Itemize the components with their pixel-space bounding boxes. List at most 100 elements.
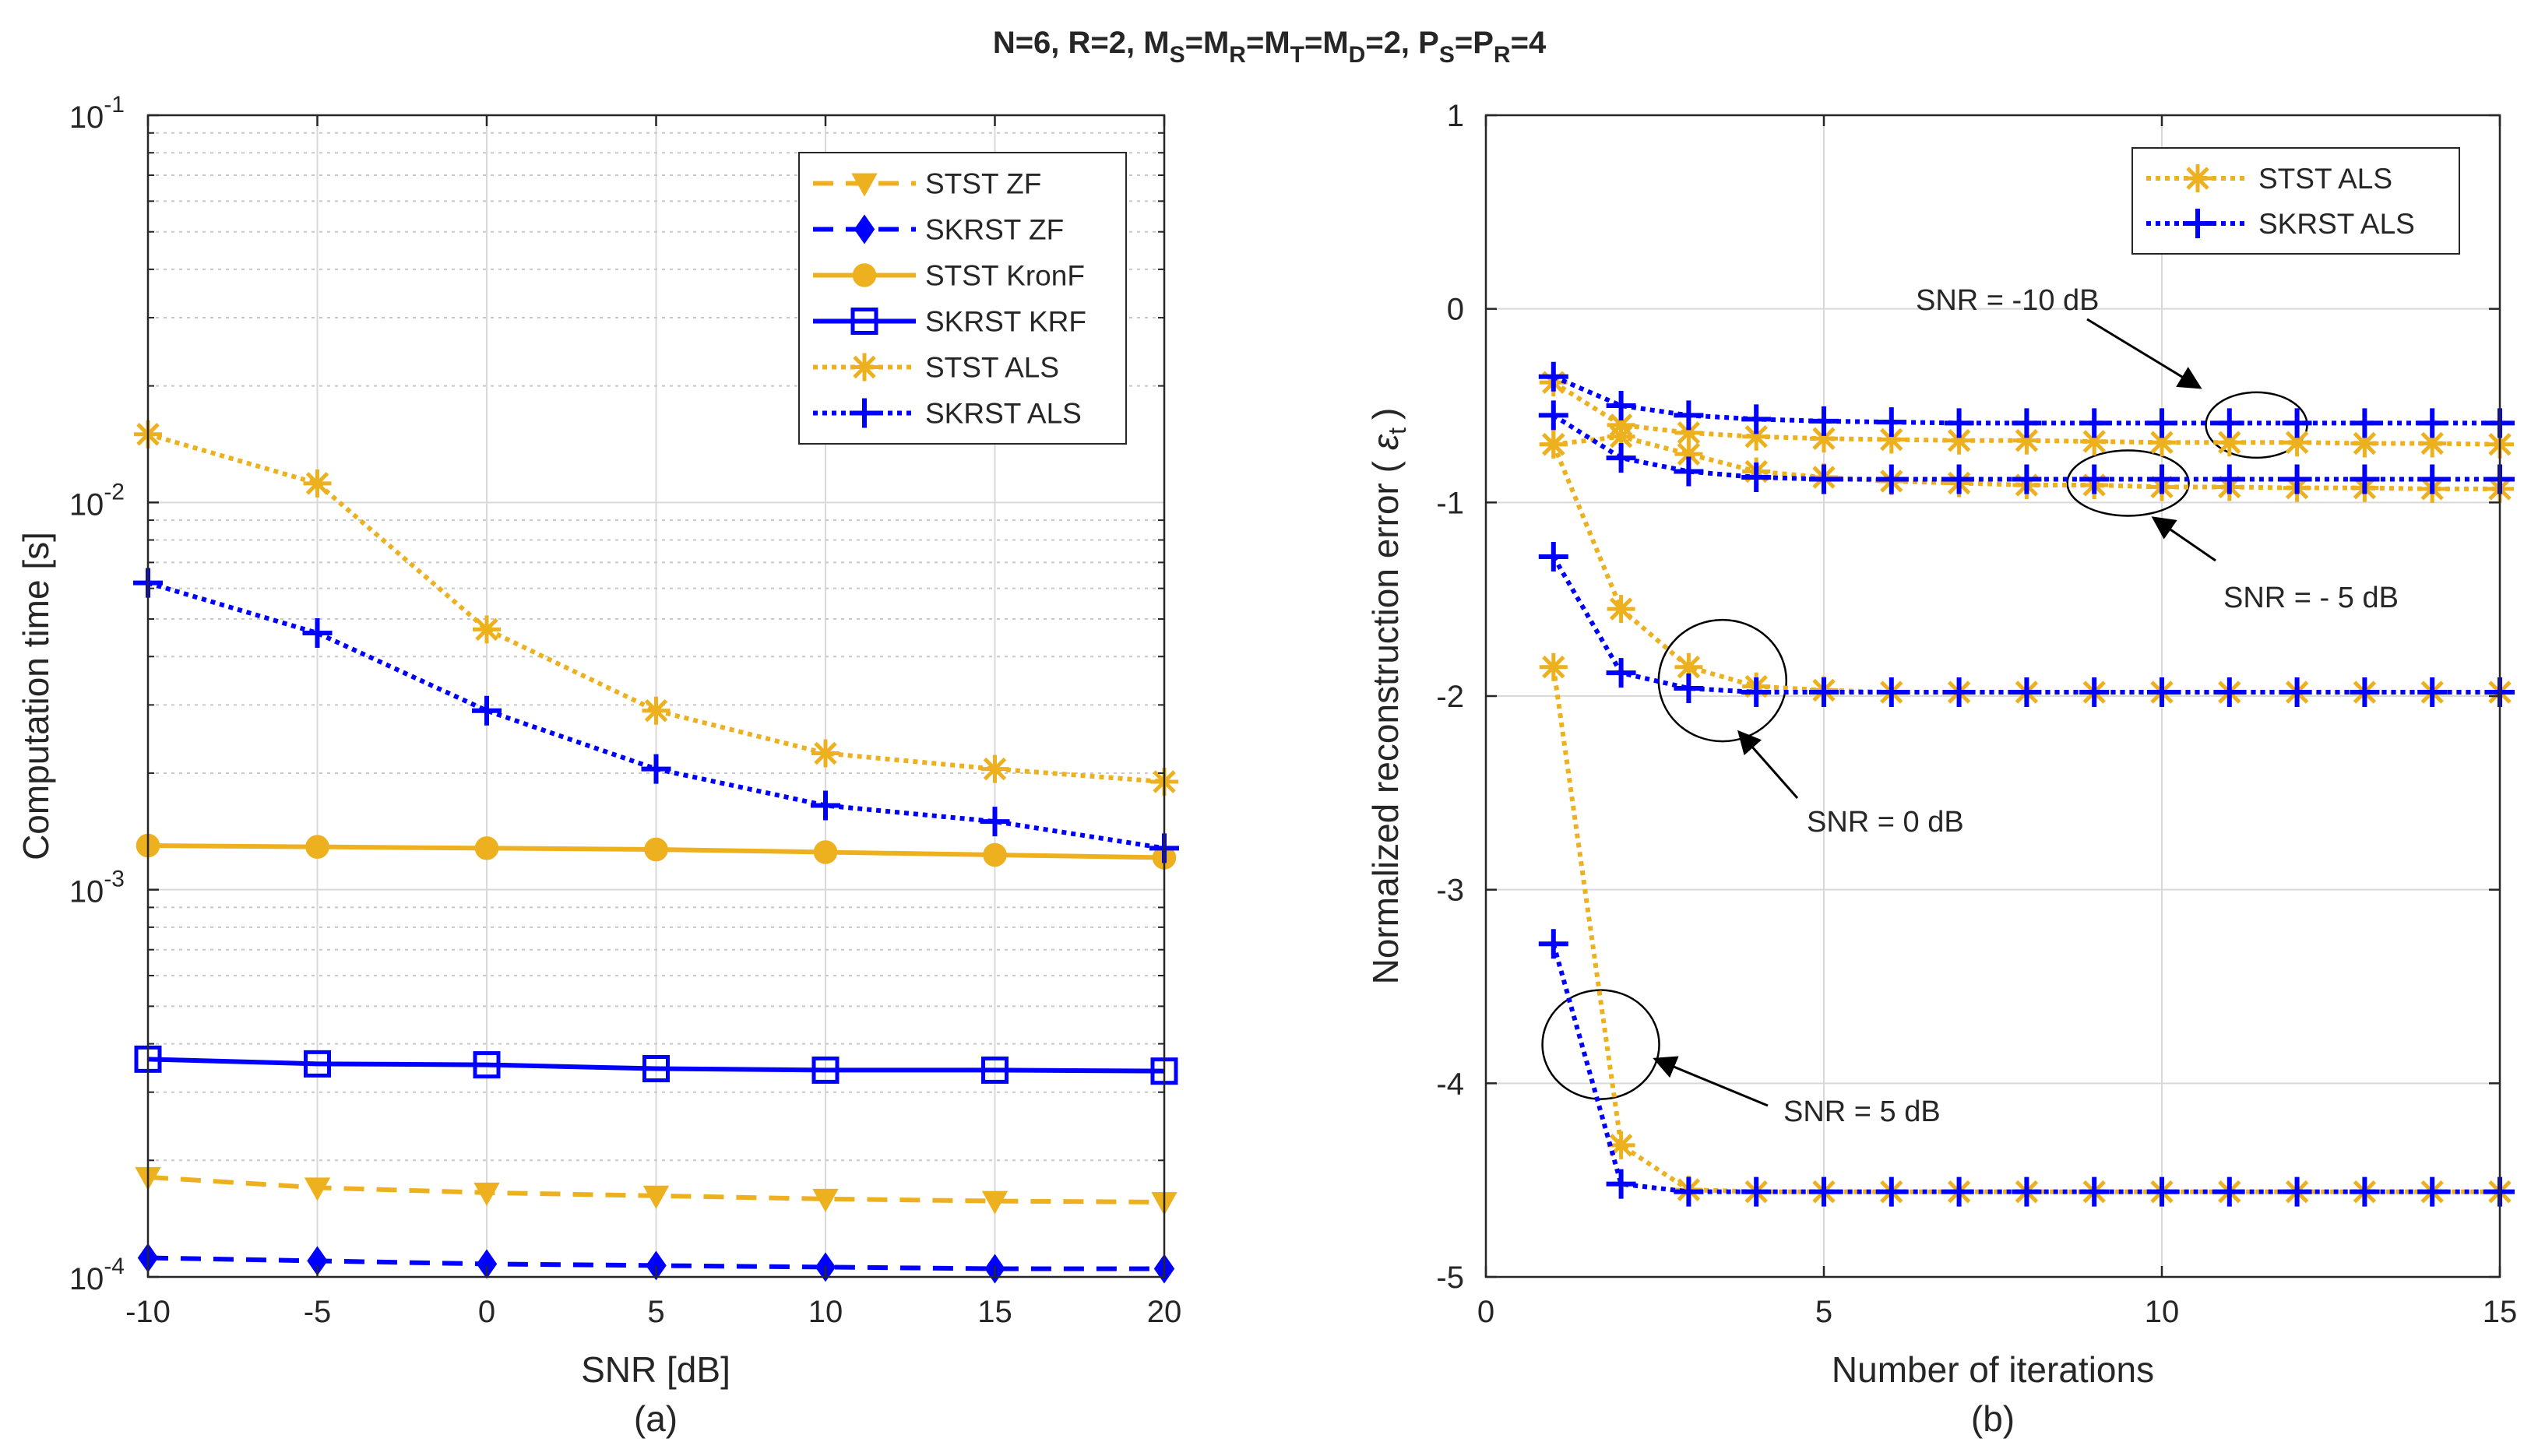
- data-point-shape: [1606, 391, 1636, 420]
- legend-marker: [850, 353, 878, 382]
- data-point-shape: [983, 842, 1007, 867]
- data-point-shape: [473, 1051, 501, 1079]
- data-point-shape: [1538, 541, 1568, 571]
- series-line: [1551, 666, 2500, 1194]
- data-point-shape: [1607, 595, 1635, 624]
- data-point: [981, 1056, 1009, 1084]
- annotation-snr: SNR = - 5 dB: [2066, 449, 2399, 614]
- x-axis-label-a: SNR [dB]: [581, 1349, 730, 1390]
- data-point: [1538, 541, 1568, 571]
- data-point-shape: [1944, 677, 1974, 708]
- data-point: [1607, 422, 1635, 451]
- data-point-shape: [2214, 1176, 2244, 1207]
- series-stst-zf: [135, 1166, 1177, 1216]
- data-point-shape: [1742, 422, 1771, 451]
- data-point-shape: [811, 739, 840, 768]
- series-skrst-als: [1538, 541, 2515, 708]
- data-point: [2283, 428, 2311, 457]
- legend-b: STST ALS SKRST ALS: [2131, 147, 2460, 255]
- data-point: [644, 837, 668, 862]
- data-point-shape: [1606, 443, 1636, 473]
- data-point: [2214, 464, 2244, 494]
- data-point: [642, 696, 671, 725]
- data-point: [2079, 408, 2110, 438]
- data-point-shape: [303, 469, 332, 498]
- series-stst-als: [1539, 652, 2514, 1206]
- y-tick-label: -3: [1436, 874, 1464, 908]
- legend-label: STST ZF: [925, 168, 1041, 200]
- data-point-shape: [1876, 677, 1906, 708]
- data-point: [1674, 440, 1703, 469]
- x-axis-label-b: Number of iterations: [1832, 1349, 2154, 1390]
- data-point-shape: [1809, 1176, 1839, 1207]
- legend-label: STST KronF: [925, 260, 1085, 292]
- data-point: [1674, 456, 1704, 487]
- legend-marker-shape: [850, 308, 878, 335]
- data-point: [1741, 677, 1772, 708]
- data-point-shape: [2417, 1176, 2448, 1207]
- data-point-shape: [2147, 1176, 2177, 1207]
- data-point-shape: [1674, 440, 1703, 469]
- data-point: [2079, 464, 2110, 494]
- grid-a: [148, 115, 1164, 1277]
- data-point-shape: [2012, 408, 2042, 438]
- data-point-shape: [305, 835, 329, 859]
- data-point: [1945, 426, 1973, 455]
- data-point-shape: [1741, 677, 1772, 708]
- annotation-arrow: [1737, 730, 1799, 799]
- data-point-shape: [1876, 464, 1906, 494]
- data-point: [302, 618, 333, 649]
- data-point: [1539, 430, 1568, 459]
- data-point: [2282, 1176, 2312, 1207]
- data-point: [473, 615, 501, 644]
- data-point: [304, 1050, 331, 1078]
- data-point-shape: [1674, 418, 1703, 447]
- data-point-shape: [1877, 425, 1906, 454]
- data-point-shape: [1674, 456, 1704, 487]
- data-point: [642, 1185, 670, 1209]
- x-tick-label: 10: [808, 1295, 843, 1329]
- x-tick-label: -5: [304, 1295, 332, 1329]
- legend-label: SKRST ZF: [925, 214, 1064, 246]
- x-tick-label: -10: [125, 1295, 171, 1329]
- legend-marker: [2184, 164, 2212, 192]
- data-point-shape: [981, 1056, 1009, 1084]
- data-point-shape: [1606, 658, 1636, 688]
- data-point-shape: [644, 837, 668, 862]
- annotation-label: SNR = - 5 dB: [2223, 582, 2399, 614]
- annotation-ellipse: [1541, 989, 1660, 1100]
- data-point-shape: [811, 1056, 840, 1084]
- data-point-shape: [2215, 428, 2244, 457]
- data-point-shape: [2079, 408, 2110, 438]
- legend-marker-shape: [850, 398, 879, 428]
- figure-title: N=6, R=2, MS=MR=MT=MD=2, PS=PR=4: [993, 26, 1547, 68]
- y-tick-label: 10-4: [69, 1254, 125, 1296]
- data-point-shape: [1606, 1169, 1636, 1199]
- data-point: [1607, 595, 1635, 624]
- data-point: [304, 1177, 331, 1201]
- data-point: [1876, 464, 1906, 494]
- y-tick-label: 10-3: [69, 867, 125, 909]
- data-point: [2147, 408, 2177, 438]
- data-point: [2214, 408, 2244, 438]
- data-point-shape: [2417, 677, 2448, 708]
- data-point: [2148, 428, 2176, 457]
- legend-marker: [851, 173, 878, 197]
- y-tick-exponent: -2: [104, 479, 125, 505]
- series-line: [1551, 555, 2500, 695]
- annotation-label: SNR = -10 dB: [1916, 284, 2100, 317]
- y-tick-label: -2: [1436, 680, 1464, 714]
- annotation-snr: SNR = 5 dB: [1541, 989, 1941, 1128]
- y-tick-base: 10: [69, 1262, 104, 1296]
- data-point: [980, 754, 1009, 783]
- data-point: [1607, 1131, 1635, 1159]
- data-point: [1741, 462, 1772, 493]
- data-point-shape: [2012, 426, 2041, 455]
- series-skrst-als: [1538, 929, 2515, 1207]
- data-point-shape: [1810, 424, 1838, 453]
- data-point: [1606, 443, 1636, 473]
- data-point-shape: [2012, 1176, 2042, 1207]
- annotation-label: SNR = 5 dB: [1783, 1096, 1941, 1128]
- data-point-shape: [1944, 1176, 1974, 1207]
